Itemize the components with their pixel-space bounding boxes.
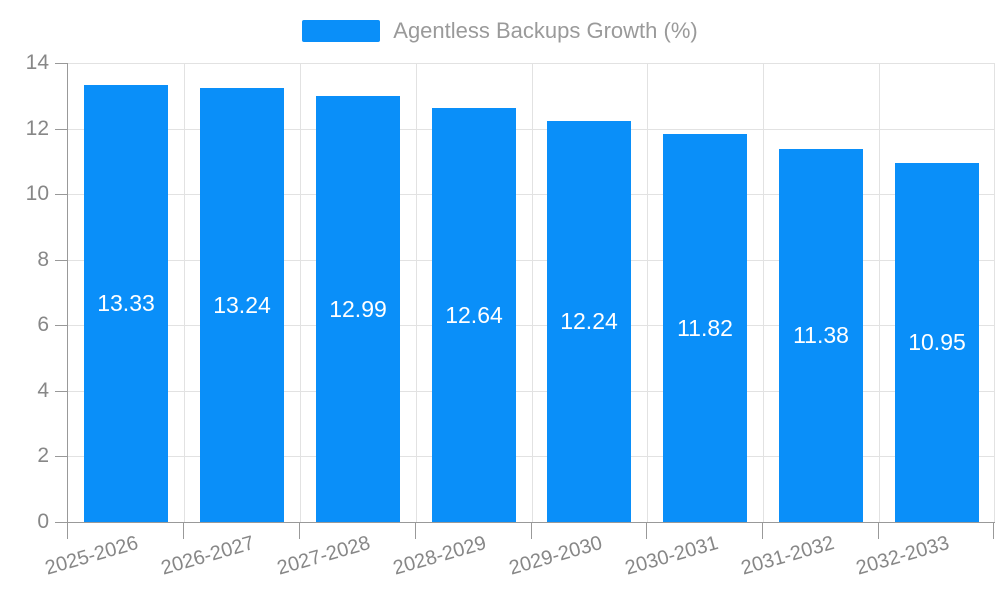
bar[interactable] — [547, 121, 631, 522]
bar[interactable] — [663, 134, 747, 522]
legend-label: Agentless Backups Growth (%) — [393, 18, 698, 43]
v-gridline — [532, 63, 533, 522]
y-axis-tick-label: 6 — [37, 313, 49, 336]
x-tick-mark — [646, 523, 647, 539]
h-gridline — [68, 325, 995, 327]
plot-area: 13.33 13.24 12.99 12.64 12.24 11.82 11.38 10.95 — [67, 63, 995, 523]
y-tick-mark — [55, 63, 67, 64]
bar[interactable] — [200, 88, 284, 522]
h-gridline — [68, 128, 995, 130]
x-axis-tick-label: 2027-2028 — [274, 532, 373, 580]
legend-swatch-icon — [302, 20, 381, 42]
y-tick-mark — [55, 522, 67, 523]
h-gridline — [68, 390, 995, 392]
y-tick-mark — [55, 194, 67, 195]
v-gridline — [994, 63, 995, 522]
bar[interactable] — [316, 96, 400, 522]
h-gridline — [68, 63, 995, 64]
legend-item[interactable]: Agentless Backups Growth (%) — [0, 17, 1000, 45]
x-tick-mark — [531, 523, 532, 539]
v-gridline — [647, 63, 648, 522]
x-axis-tick-label: 2031-2032 — [738, 532, 837, 580]
x-axis-tick-label: 2026-2027 — [158, 532, 257, 580]
x-tick-mark — [67, 523, 68, 539]
x-tick-mark — [878, 523, 879, 539]
x-tick-mark — [415, 523, 416, 539]
h-gridline — [68, 456, 995, 458]
y-axis-tick-label: 2 — [37, 444, 49, 467]
y-tick-mark — [55, 325, 67, 326]
x-axis-tick-label: 2028-2029 — [390, 532, 489, 580]
v-gridline — [763, 63, 764, 522]
v-gridline — [184, 63, 185, 522]
x-axis-tick-label: 2025-2026 — [42, 532, 142, 580]
y-axis-tick-label: 14 — [25, 51, 49, 74]
y-axis-tick-label: 12 — [25, 117, 49, 140]
bar[interactable] — [895, 163, 979, 522]
x-axis-tick-label: 2032-2033 — [854, 532, 953, 580]
y-tick-mark — [55, 391, 67, 392]
y-axis-tick-label: 10 — [25, 182, 49, 205]
y-axis-tick-label: 0 — [37, 510, 49, 533]
x-tick-mark — [183, 523, 184, 539]
y-tick-mark — [55, 129, 67, 130]
bar[interactable] — [432, 108, 516, 522]
h-gridline — [68, 194, 995, 196]
x-tick-mark — [299, 523, 300, 539]
y-axis-tick-label: 8 — [37, 248, 49, 271]
x-tick-mark — [762, 523, 763, 539]
y-tick-mark — [55, 456, 67, 457]
y-axis-tick-label: 4 — [37, 379, 49, 402]
v-gridline — [879, 63, 880, 522]
x-axis-tick-label: 2030-2031 — [622, 532, 721, 580]
v-gridline — [416, 63, 417, 522]
y-tick-mark — [55, 260, 67, 261]
h-gridline — [68, 259, 995, 261]
v-gridline — [300, 63, 301, 522]
x-axis-tick-label: 2029-2030 — [506, 532, 605, 580]
bar[interactable] — [84, 85, 168, 522]
x-tick-mark — [993, 523, 994, 539]
bar[interactable] — [779, 149, 863, 522]
